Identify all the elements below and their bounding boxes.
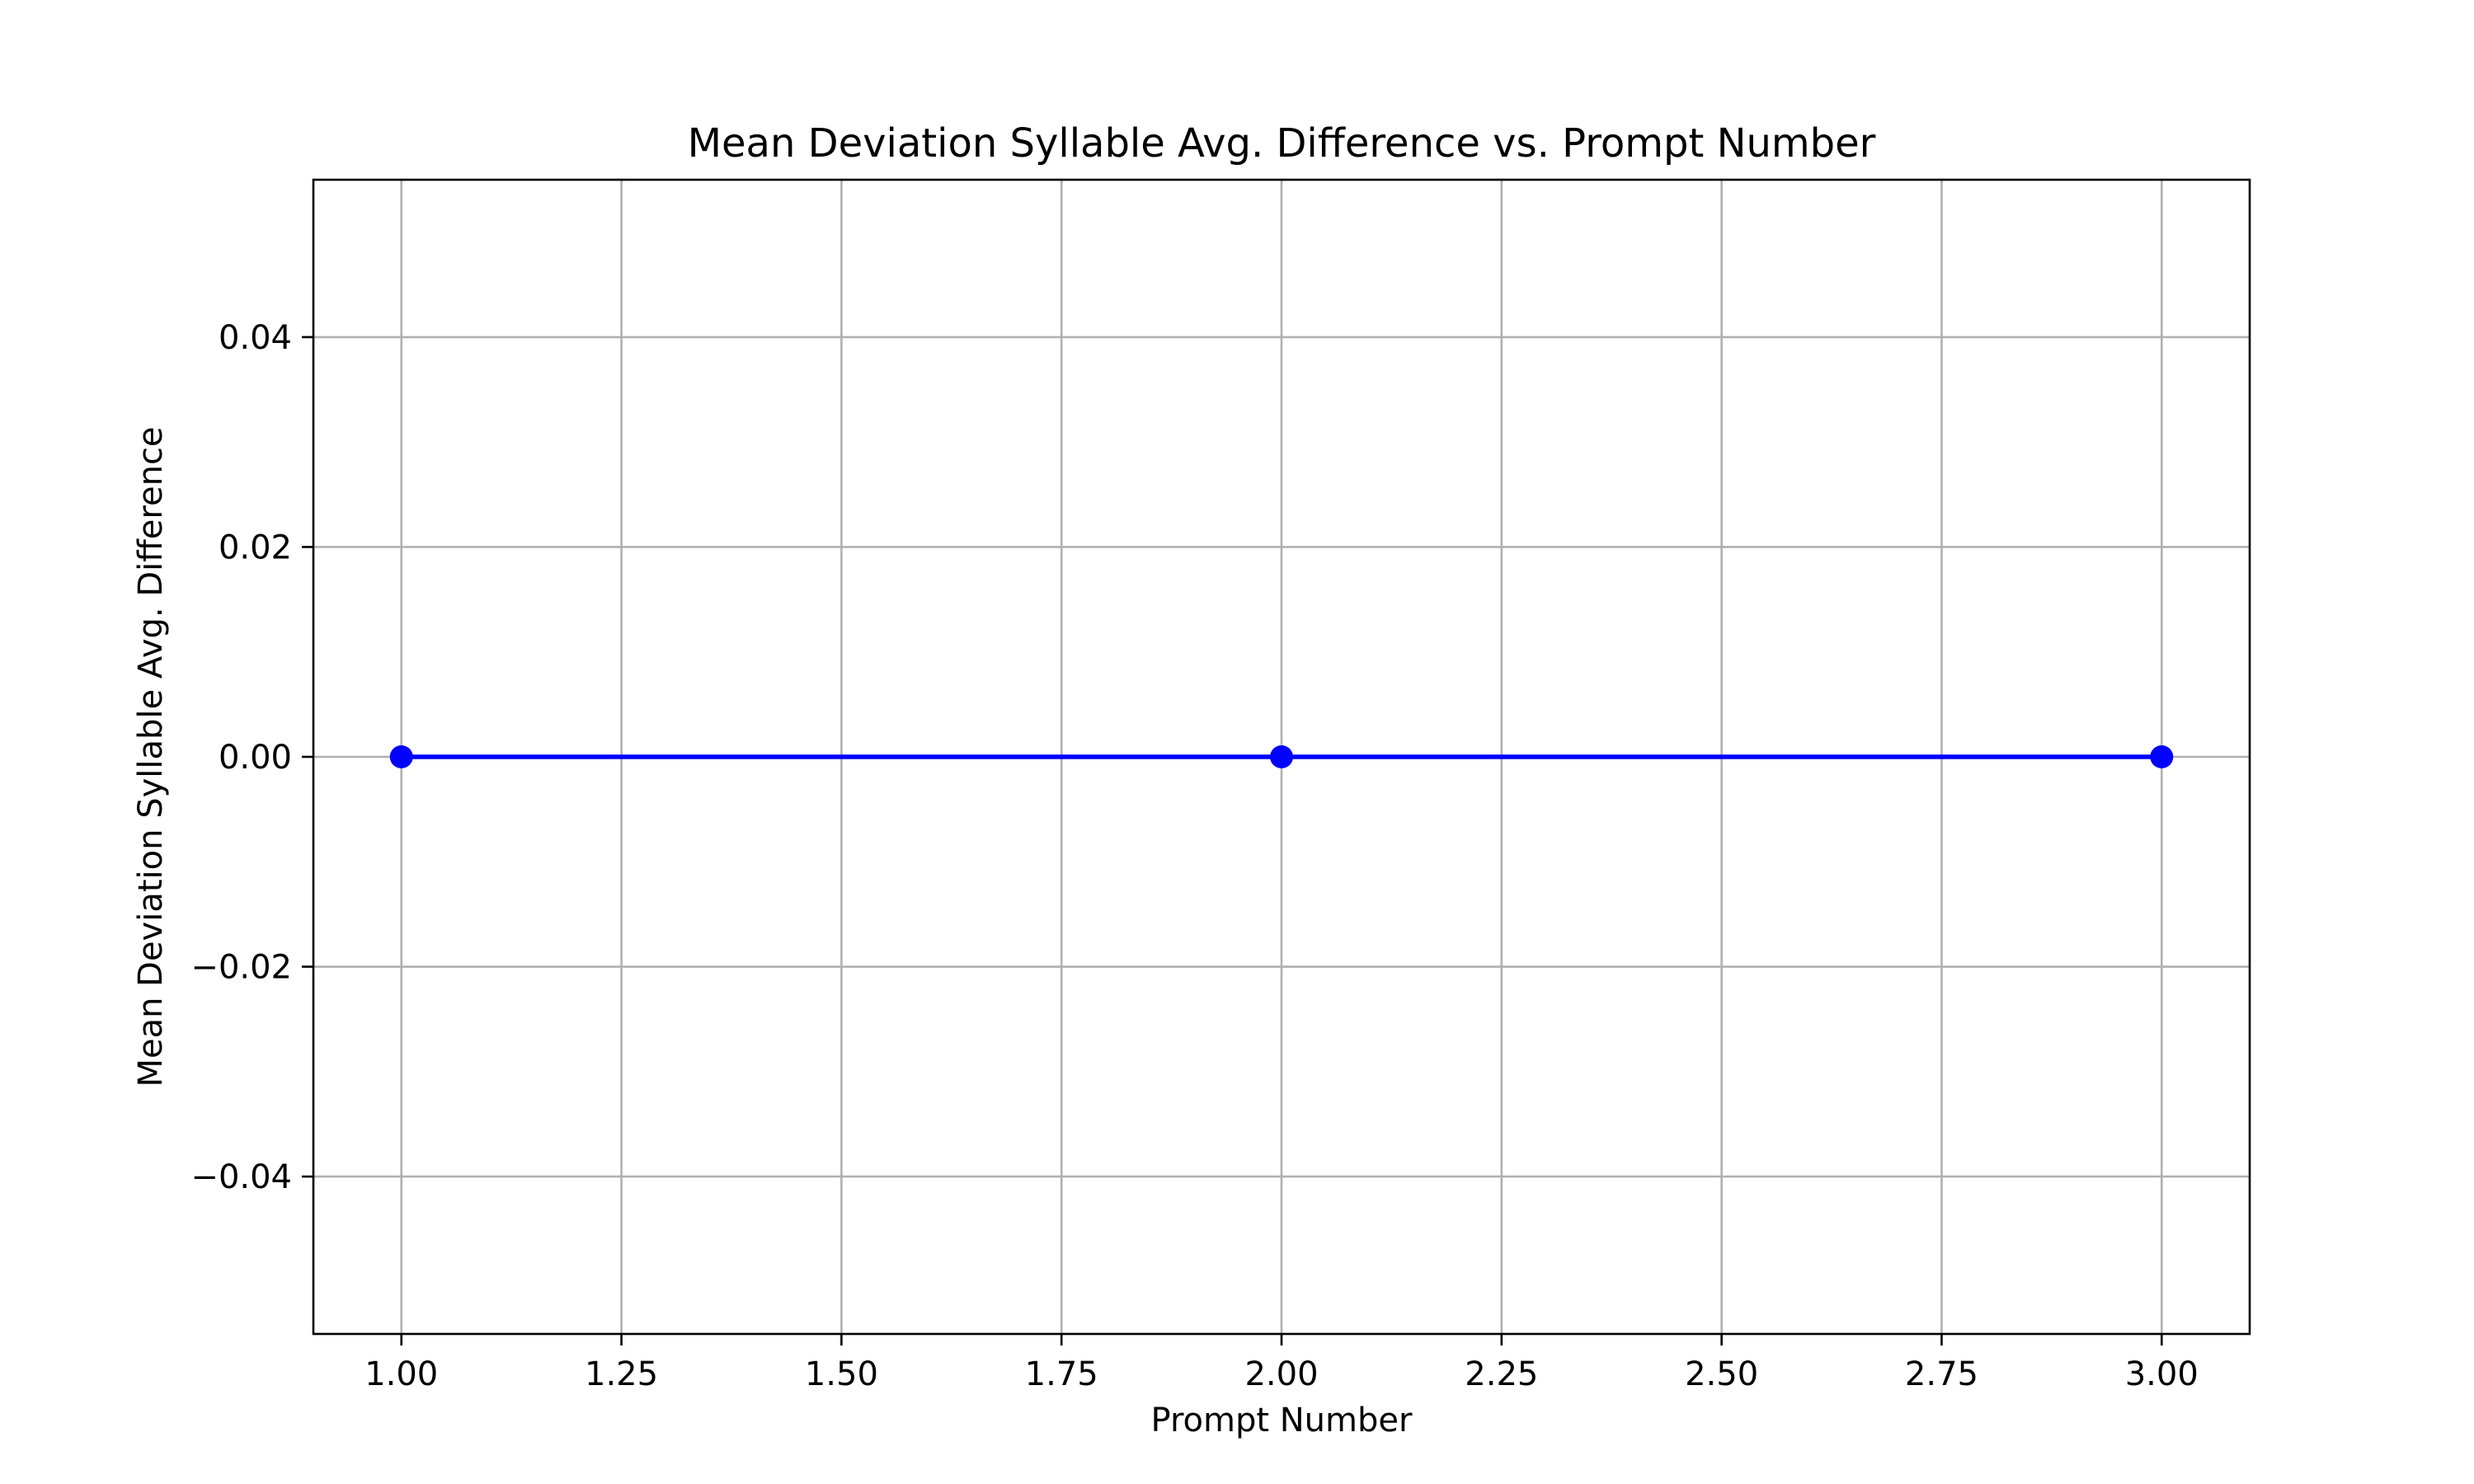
x-tick-label: 1.25: [585, 1355, 658, 1393]
x-tick-label: 2.00: [1244, 1355, 1318, 1393]
y-tick-label: −0.02: [190, 949, 292, 987]
axes: 1.00 1.25 1.50 1.75 2.00 2.25 2.50 2.75 3.00 −0.0…: [190, 178, 2251, 1393]
y-tick-label: 0.00: [219, 739, 292, 777]
y-axis-label: Mean Deviation Syllable Avg. Difference: [132, 426, 170, 1087]
chart-title: Mean Deviation Syllable Avg. Difference …: [688, 120, 1876, 167]
data-point: [1270, 745, 1293, 768]
data-point: [2150, 745, 2174, 768]
x-tick-label: 1.50: [805, 1355, 878, 1393]
x-tick-label: 2.25: [1465, 1355, 1538, 1393]
x-tick-label: 2.50: [1685, 1355, 1758, 1393]
x-axis-label: Prompt Number: [1151, 1402, 1413, 1439]
y-tick-label: 0.04: [219, 319, 292, 357]
series-layer: [389, 745, 2174, 768]
x-tick-label: 2.75: [1905, 1355, 1978, 1393]
x-tick-label: 1.75: [1025, 1355, 1098, 1393]
data-point: [389, 745, 413, 768]
y-tick-label: 0.02: [219, 528, 292, 566]
x-tick-label: 1.00: [365, 1355, 438, 1393]
x-tick-label: 3.00: [2125, 1355, 2199, 1393]
y-tick-label: −0.04: [190, 1158, 292, 1196]
